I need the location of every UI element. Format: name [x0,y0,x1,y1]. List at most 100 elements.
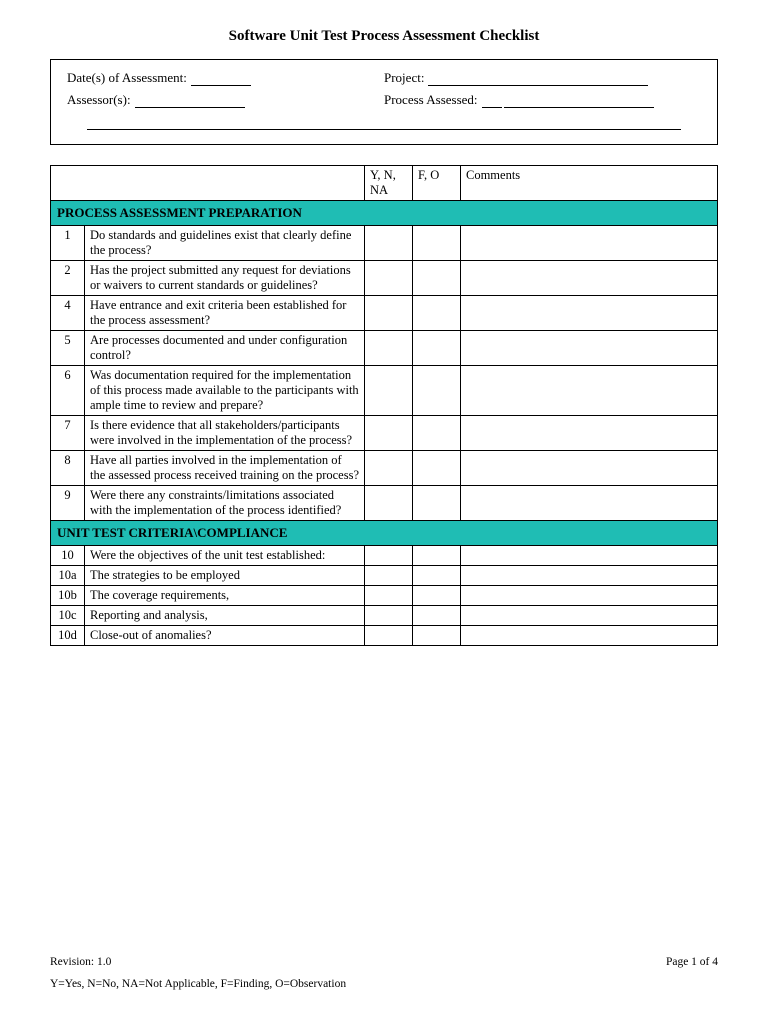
table-row: 8Have all parties involved in the implem… [51,451,718,486]
info-extra-line[interactable] [87,116,681,130]
row-question: Were there any constraints/limitations a… [85,486,365,521]
cell-yn[interactable] [365,566,413,586]
cell-fo[interactable] [413,296,461,331]
table-row: 2Has the project submitted any request f… [51,261,718,296]
cell-comment[interactable] [461,416,718,451]
table-row: 10aThe strategies to be employed [51,566,718,586]
row-num: 2 [51,261,85,296]
cell-comment[interactable] [461,486,718,521]
cell-yn[interactable] [365,626,413,646]
row-num: 10d [51,626,85,646]
row-num: 8 [51,451,85,486]
cell-comment[interactable] [461,331,718,366]
cell-fo[interactable] [413,226,461,261]
cell-fo[interactable] [413,366,461,416]
cell-comment[interactable] [461,566,718,586]
cell-fo[interactable] [413,261,461,296]
col-yn: Y, N, NA [365,166,413,201]
table-row: 10Were the objectives of the unit test e… [51,546,718,566]
table-row: 9Were there any constraints/limitations … [51,486,718,521]
process-assessed-label: Process Assessed: [384,92,478,108]
page-footer: Revision: 1.0 Page 1 of 4 Y=Yes, N=No, N… [50,956,718,990]
process-field-b[interactable] [504,94,654,108]
cell-comment[interactable] [461,606,718,626]
cell-fo[interactable] [413,626,461,646]
row-num: 9 [51,486,85,521]
cell-yn[interactable] [365,331,413,366]
assessor-field[interactable] [135,94,245,108]
table-row: 5Are processes documented and under conf… [51,331,718,366]
cell-yn[interactable] [365,586,413,606]
row-num: 7 [51,416,85,451]
cell-fo[interactable] [413,486,461,521]
cell-fo[interactable] [413,606,461,626]
cell-yn[interactable] [365,451,413,486]
cell-yn[interactable] [365,416,413,451]
cell-yn[interactable] [365,606,413,626]
row-question: Do standards and guidelines exist that c… [85,226,365,261]
row-question: Was documentation required for the imple… [85,366,365,416]
row-num: 10a [51,566,85,586]
row-question: Have all parties involved in the impleme… [85,451,365,486]
row-question: Are processes documented and under confi… [85,331,365,366]
row-question: The strategies to be employed [85,566,365,586]
cell-comment[interactable] [461,626,718,646]
table-row: 1Do standards and guidelines exist that … [51,226,718,261]
row-question: Reporting and analysis, [85,606,365,626]
legend-text: Y=Yes, N=No, NA=Not Applicable, F=Findin… [50,978,718,990]
project-field[interactable] [428,72,648,86]
row-question: Has the project submitted any request fo… [85,261,365,296]
table-row: 7Is there evidence that all stakeholders… [51,416,718,451]
cell-comment[interactable] [461,451,718,486]
cell-comment[interactable] [461,546,718,566]
date-label: Date(s) of Assessment: [67,70,187,86]
row-num: 1 [51,226,85,261]
cell-fo[interactable] [413,451,461,486]
cell-yn[interactable] [365,261,413,296]
row-num: 4 [51,296,85,331]
col-comments: Comments [461,166,718,201]
cell-yn[interactable] [365,546,413,566]
row-num: 5 [51,331,85,366]
row-num: 10c [51,606,85,626]
table-row: 10cReporting and analysis, [51,606,718,626]
cell-comment[interactable] [461,296,718,331]
assessor-label: Assessor(s): [67,92,131,108]
checklist-table: Y, N, NA F, O Comments PROCESS ASSESSMEN… [50,165,718,646]
date-field[interactable] [191,72,251,86]
table-row: 10bThe coverage requirements, [51,586,718,606]
cell-yn[interactable] [365,486,413,521]
page-number: Page 1 of 4 [666,956,718,968]
table-row: 6Was documentation required for the impl… [51,366,718,416]
cell-comment[interactable] [461,586,718,606]
cell-comment[interactable] [461,226,718,261]
page-title: Software Unit Test Process Assessment Ch… [50,28,718,45]
row-question: Were the objectives of the unit test est… [85,546,365,566]
row-question: Is there evidence that all stakeholders/… [85,416,365,451]
cell-fo[interactable] [413,416,461,451]
assessment-info-box: Date(s) of Assessment: Project: Assessor… [50,59,718,145]
row-num: 10b [51,586,85,606]
cell-fo[interactable] [413,331,461,366]
process-field-a[interactable] [482,94,502,108]
cell-fo[interactable] [413,566,461,586]
project-label: Project: [384,70,424,86]
row-question: Have entrance and exit criteria been est… [85,296,365,331]
row-num: 6 [51,366,85,416]
section-heading: UNIT TEST CRITERIA\COMPLIANCE [51,521,718,546]
row-question: Close-out of anomalies? [85,626,365,646]
table-row: 4Have entrance and exit criteria been es… [51,296,718,331]
cell-comment[interactable] [461,366,718,416]
cell-comment[interactable] [461,261,718,296]
section-heading: PROCESS ASSESSMENT PREPARATION [51,201,718,226]
row-num: 10 [51,546,85,566]
row-question: The coverage requirements, [85,586,365,606]
cell-fo[interactable] [413,586,461,606]
table-header-row: Y, N, NA F, O Comments [51,166,718,201]
cell-yn[interactable] [365,366,413,416]
cell-yn[interactable] [365,296,413,331]
revision-text: Revision: 1.0 [50,956,111,968]
cell-yn[interactable] [365,226,413,261]
table-row: 10dClose-out of anomalies? [51,626,718,646]
cell-fo[interactable] [413,546,461,566]
